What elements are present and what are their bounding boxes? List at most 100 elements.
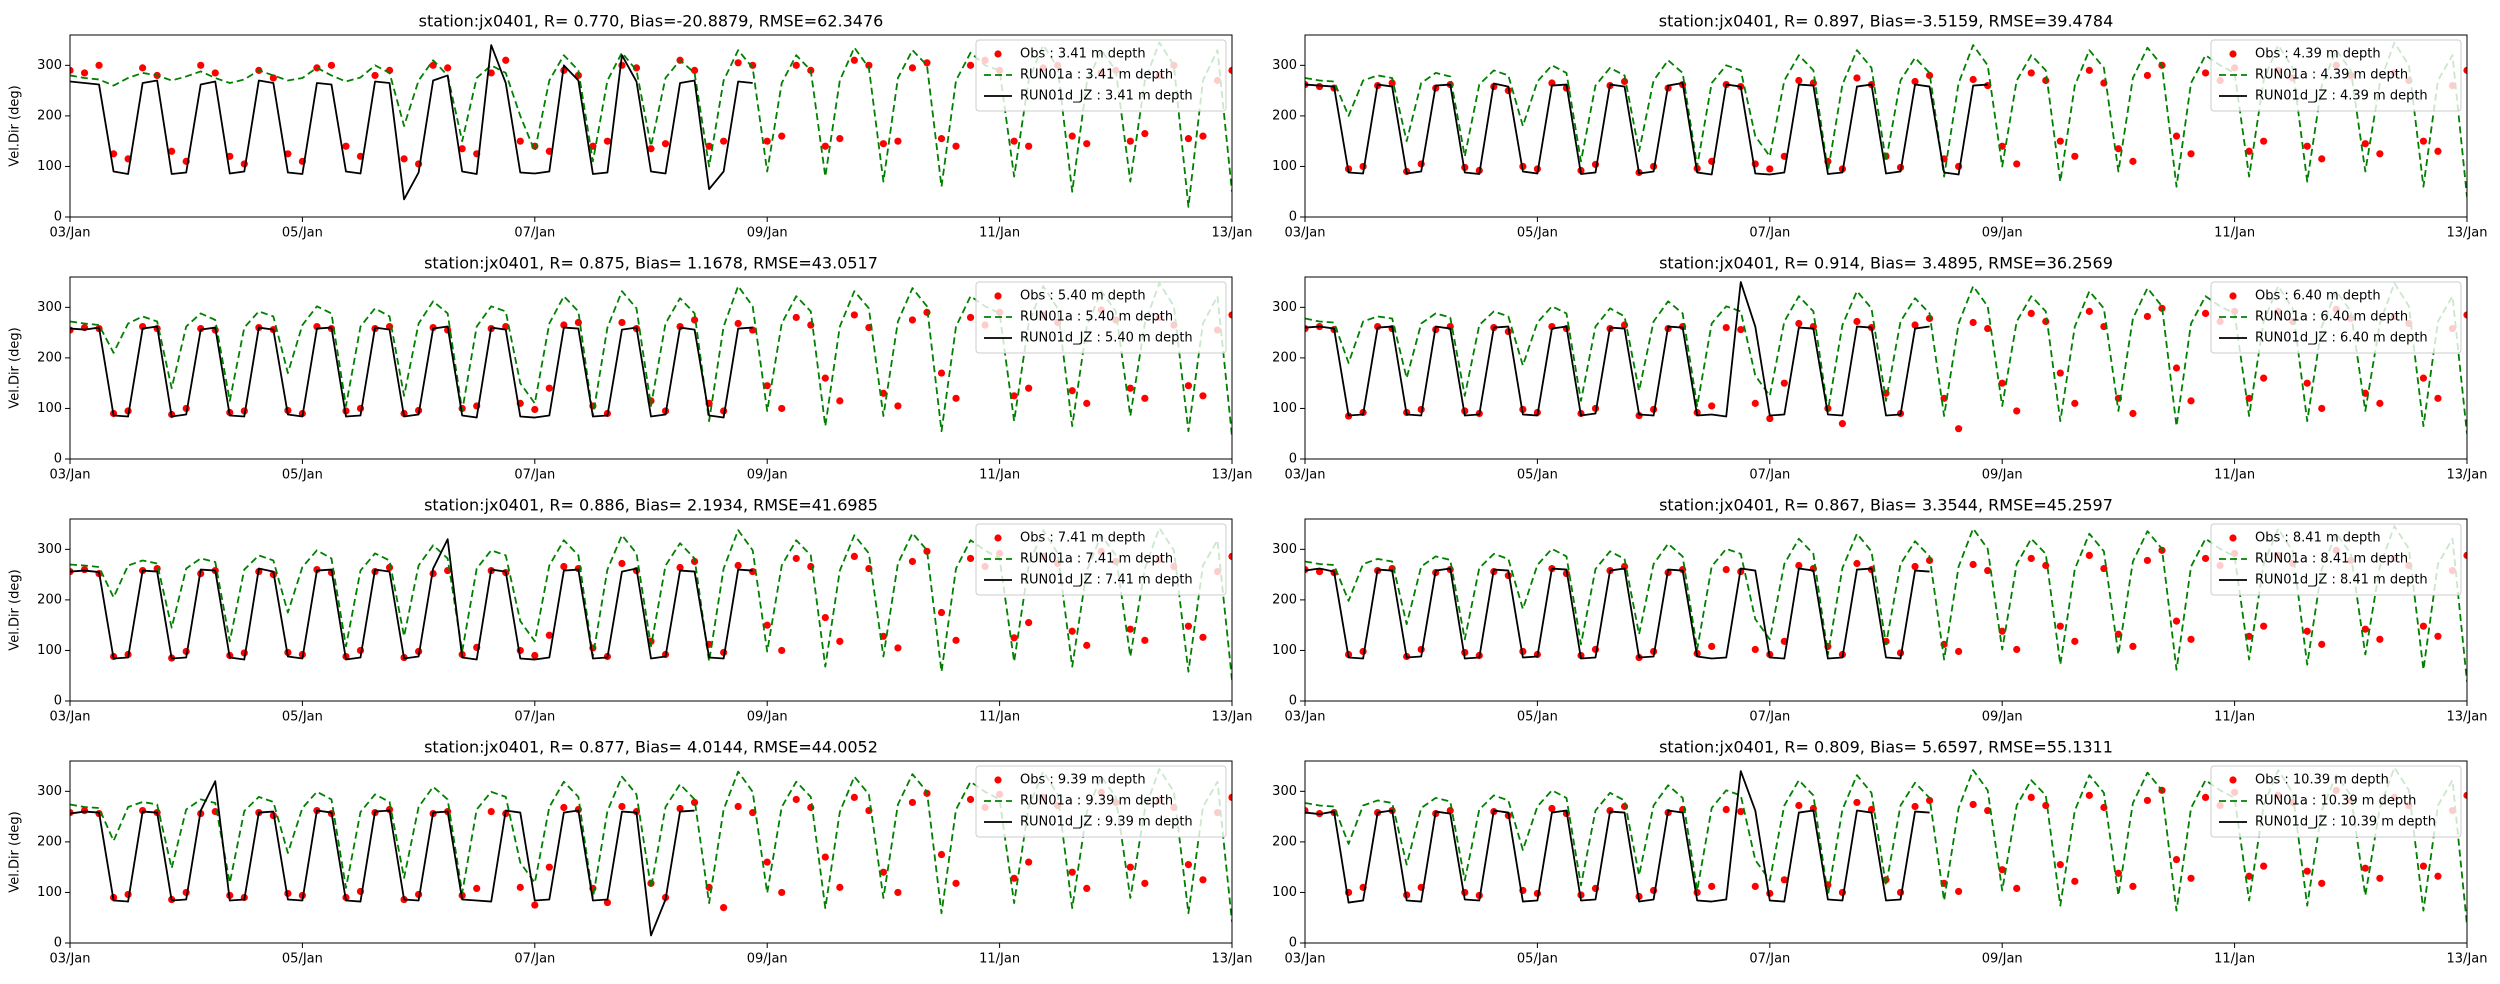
obs-point	[690, 66, 699, 74]
legend-marker	[994, 50, 1002, 58]
obs-point	[1010, 392, 1018, 400]
obs-point	[1126, 863, 1134, 871]
y-tick-label: 100	[1272, 643, 1297, 658]
chart-title: station:jx0401, R= 0.897, Bias=-3.5159, …	[1659, 12, 2114, 31]
obs-point	[1766, 414, 1774, 423]
y-tick-label: 200	[1272, 350, 1297, 365]
obs-point	[850, 311, 858, 319]
obs-point	[908, 798, 917, 807]
obs-point	[2434, 632, 2442, 640]
obs-point	[1228, 793, 1232, 801]
x-tick-label: 13/Jan	[2447, 710, 2488, 725]
obs-point	[734, 561, 742, 570]
legend-label: RUN01a : 5.40 m depth	[1020, 310, 1173, 325]
obs-point	[1068, 132, 1076, 140]
obs-point	[2303, 142, 2311, 150]
obs-point	[778, 646, 786, 655]
obs-point	[2201, 554, 2210, 563]
plot-area	[70, 282, 1232, 437]
obs-point	[2260, 622, 2268, 630]
obs-point	[197, 324, 205, 333]
obs-point	[1141, 129, 1149, 138]
obs-point	[2129, 882, 2137, 890]
legend-label: RUN01a : 10.39 m depth	[2255, 794, 2416, 809]
obs-point	[2085, 307, 2093, 315]
model-line	[70, 780, 695, 937]
obs-point	[1184, 622, 1193, 630]
x-tick-label: 09/Jan	[1982, 226, 2023, 241]
x-tick-label: 13/Jan	[1212, 226, 1253, 241]
chart-title: station:jx0401, R= 0.886, Bias= 2.1934, …	[424, 496, 878, 515]
obs-point	[545, 863, 553, 871]
obs-point	[269, 74, 277, 82]
obs-point	[1751, 882, 1759, 890]
obs-point	[1984, 324, 1992, 333]
obs-point	[1984, 566, 1992, 575]
y-axis-label: Vel.Dir (deg)	[8, 569, 23, 650]
x-tick-label: 05/Jan	[1517, 226, 1558, 241]
obs-point	[894, 402, 902, 410]
obs-point	[2463, 791, 2467, 799]
obs-point	[444, 64, 452, 72]
obs-point	[1010, 634, 1018, 642]
obs-point	[908, 557, 917, 566]
obs-point	[676, 804, 684, 813]
obs-point	[2318, 155, 2326, 163]
obs-point	[2434, 394, 2442, 402]
obs-point	[1083, 641, 1091, 649]
obs-point	[821, 613, 829, 622]
obs-point	[400, 155, 408, 163]
obs-point	[1722, 805, 1730, 814]
obs-point	[2027, 793, 2035, 802]
obs-point	[1969, 75, 1977, 84]
x-tick-label: 03/Jan	[50, 710, 91, 725]
obs-point	[1708, 642, 1716, 651]
y-tick-label: 300	[1272, 542, 1297, 557]
obs-point	[865, 61, 873, 69]
obs-point	[2260, 862, 2268, 870]
y-tick-label: 0	[54, 210, 62, 225]
obs-point	[531, 651, 539, 660]
obs-point	[2376, 150, 2384, 158]
obs-point	[923, 547, 931, 555]
x-tick-label: 09/Jan	[1982, 468, 2023, 483]
x-tick-label: 05/Jan	[282, 226, 323, 241]
x-tick-label: 05/Jan	[282, 710, 323, 725]
plot-frame	[69, 760, 1233, 944]
obs-point	[850, 552, 858, 561]
obs-point	[1998, 627, 2006, 635]
obs-point	[2260, 137, 2268, 145]
obs-point	[70, 66, 74, 74]
obs-point	[2129, 409, 2137, 418]
obs-point	[1708, 882, 1716, 890]
y-tick-label: 0	[1289, 210, 1297, 225]
obs-point	[821, 374, 829, 382]
obs-point	[1795, 561, 1803, 570]
obs-point	[2172, 855, 2181, 864]
legend-label: RUN01d_JZ : 9.39 m depth	[1020, 815, 1193, 830]
obs-point	[2361, 140, 2369, 148]
legend-label: Obs : 5.40 m depth	[1020, 289, 1146, 304]
obs-point	[690, 316, 699, 324]
obs-point	[2129, 642, 2137, 651]
obs-point	[720, 137, 728, 145]
obs-point	[2129, 157, 2137, 165]
legend-label: RUN01a : 7.41 m depth	[1020, 552, 1173, 567]
obs-point	[516, 137, 524, 145]
obs-point	[1969, 560, 1977, 569]
obs-point	[2085, 551, 2093, 560]
x-tick-label: 13/Jan	[1212, 468, 1253, 483]
panel: station:jx0401, R= 0.875, Bias= 1.1678, …	[8, 254, 1253, 483]
obs-point	[647, 145, 655, 153]
obs-point	[676, 563, 684, 572]
obs-point	[2071, 399, 2079, 407]
y-tick-label: 200	[37, 350, 62, 365]
y-tick-label: 300	[1272, 58, 1297, 73]
x-tick-label: 07/Jan	[1749, 226, 1790, 241]
obs-point	[1083, 399, 1091, 407]
obs-point	[966, 313, 975, 322]
chart-title: station:jx0401, R= 0.914, Bias= 3.4895, …	[1659, 254, 2113, 273]
obs-point	[720, 904, 728, 912]
obs-point	[879, 868, 888, 876]
obs-point	[792, 795, 800, 804]
